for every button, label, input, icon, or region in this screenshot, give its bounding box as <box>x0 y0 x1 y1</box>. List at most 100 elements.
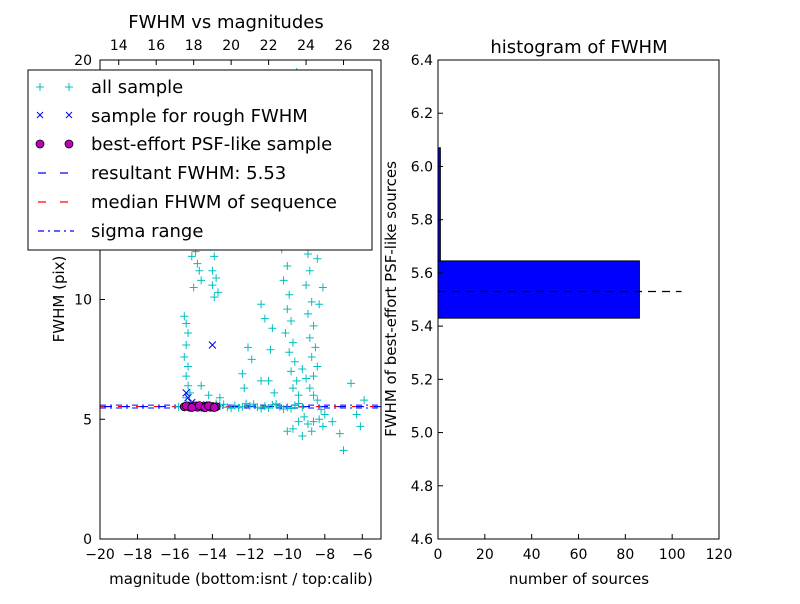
all-sample-point <box>305 384 314 393</box>
all-sample-point <box>352 410 361 419</box>
scatter-xlabel: magnitude (bottom:isnt / top:calib) <box>109 570 373 588</box>
all-sample-point <box>184 329 193 338</box>
all-sample-point <box>328 417 337 426</box>
x-tick-label: −16 <box>160 547 190 563</box>
histogram-bar <box>438 260 640 319</box>
all-sample-point <box>339 446 348 455</box>
histogram-title: histogram of FWHM <box>490 37 667 58</box>
all-sample-point <box>182 341 191 350</box>
x-tick-label: 120 <box>706 547 733 563</box>
histogram-panel: histogram of FWHM number of sources FWHM… <box>382 37 732 588</box>
y-tick-label: 4.8 <box>411 479 433 495</box>
all-sample-point <box>320 410 329 419</box>
all-sample-point <box>184 362 193 371</box>
all-sample-point <box>219 400 228 409</box>
all-sample-point <box>285 290 294 299</box>
all-sample-point <box>264 403 273 412</box>
all-sample-point <box>315 300 324 309</box>
x-tick-label: −12 <box>235 547 265 563</box>
all-sample-point <box>240 384 249 393</box>
histogram-ylabel: FWHM of best-effort PSF-like sources <box>382 161 400 437</box>
histogram-xlabel: number of sources <box>509 570 649 588</box>
all-sample-point <box>290 357 299 366</box>
y-tick-label: 5.8 <box>411 213 433 229</box>
x-tick-label: −6 <box>352 547 373 563</box>
scatter-x-axis: −20 −18 −16 −14 −12 −10 −8 −6 <box>85 534 373 563</box>
top-x-tick-label: 16 <box>147 38 165 54</box>
all-sample-point <box>298 432 307 441</box>
legend-entry-psf-sample: best-effort PSF-like sample <box>35 134 332 155</box>
all-sample-point <box>197 276 206 285</box>
all-sample-point <box>298 364 307 373</box>
x-tick-label: −10 <box>273 547 303 563</box>
legend-label: sigma range <box>91 221 203 242</box>
all-sample-point <box>182 319 191 328</box>
all-sample-point <box>307 297 316 306</box>
legend-label: best-effort PSF-like sample <box>91 134 332 155</box>
top-x-tick-label: 26 <box>335 38 353 54</box>
legend-entry-median: median FHWM of sequence <box>38 192 337 213</box>
all-sample-point <box>315 415 324 424</box>
all-sample-point <box>283 305 292 314</box>
all-sample-point <box>309 391 318 400</box>
scatter-top-x-axis: 14 16 18 20 22 24 26 28 <box>110 38 390 65</box>
all-sample-point <box>309 417 318 426</box>
all-sample-point <box>302 281 311 290</box>
all-sample-point <box>287 367 296 376</box>
all-sample-point <box>266 345 275 354</box>
top-x-tick-label: 22 <box>260 38 278 54</box>
legend-entry-rough-fwhm: sample for rough FWHM <box>36 106 308 127</box>
all-sample-point <box>309 372 318 381</box>
legend-entry-all-sample: all sample <box>36 77 183 98</box>
all-sample-point <box>305 333 314 342</box>
histogram-x-axis: 0 20 40 60 80 100 120 <box>434 534 733 563</box>
all-sample-point <box>302 374 311 383</box>
all-sample-point <box>195 266 204 275</box>
histogram-bars <box>438 147 640 319</box>
x-tick-label: −18 <box>123 547 153 563</box>
rough-fwhm-point <box>182 389 191 397</box>
legend-box <box>27 69 373 251</box>
scatter-ylabel: FWHM (pix) <box>50 256 68 343</box>
all-sample-point <box>281 329 290 338</box>
psf-sample-point <box>187 403 197 412</box>
all-sample-point <box>360 396 369 405</box>
all-sample-point <box>309 321 318 330</box>
legend-entry-sigma: sigma range <box>38 221 203 242</box>
y-tick-label: 5.0 <box>411 426 433 442</box>
all-sample-point <box>318 283 327 292</box>
all-sample-point <box>187 252 196 261</box>
all-sample-point <box>180 352 189 361</box>
all-sample-point <box>197 381 206 390</box>
all-sample-point <box>313 362 322 371</box>
x-tick-label: −14 <box>198 547 228 563</box>
all-sample-point <box>180 312 189 321</box>
x-tick-label: 80 <box>616 547 634 563</box>
y-tick-label: 5.2 <box>411 372 433 388</box>
legend-x-marker <box>36 111 73 119</box>
x-tick-label: 40 <box>523 547 541 563</box>
all-sample-point <box>292 376 301 385</box>
all-sample-point <box>279 276 288 285</box>
all-sample-point <box>307 352 316 361</box>
x-tick-label: 0 <box>434 547 443 563</box>
all-sample-point <box>294 417 303 426</box>
all-sample-point <box>184 381 193 390</box>
y-tick-label: 5.6 <box>411 266 433 282</box>
legend-label: all sample <box>91 77 183 98</box>
y-tick-label: 5.4 <box>411 319 433 335</box>
all-sample-point <box>313 254 322 263</box>
all-sample-point <box>335 429 344 438</box>
all-sample-point <box>288 424 297 433</box>
all-sample-point <box>294 391 303 400</box>
all-sample-point <box>212 273 221 282</box>
all-sample-point <box>249 400 258 409</box>
rough-fwhm-point <box>184 393 192 402</box>
legend-label: sample for rough FWHM <box>91 106 308 127</box>
all-sample-point <box>270 388 279 397</box>
all-sample-point <box>317 405 326 414</box>
y-tick-label: 4.6 <box>411 532 433 548</box>
all-sample-point <box>243 343 252 352</box>
all-sample-point <box>303 420 312 429</box>
